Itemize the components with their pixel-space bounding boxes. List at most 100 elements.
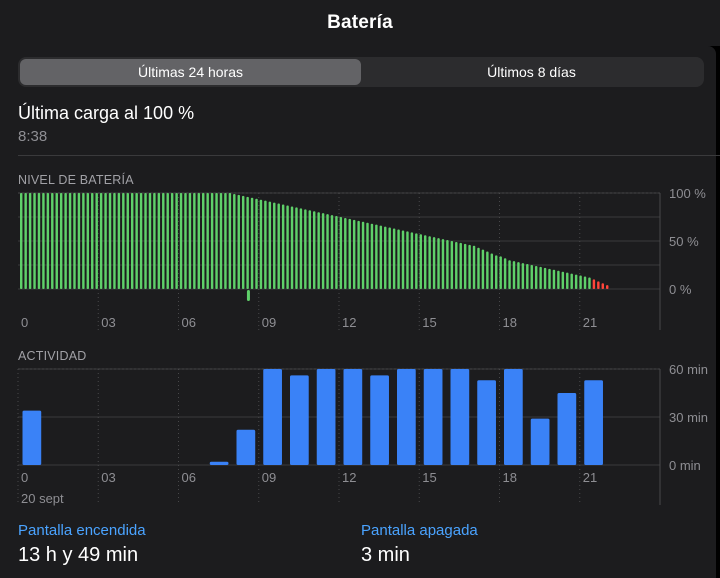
activity-date-label: 20 sept	[21, 491, 64, 506]
battery-bar	[370, 223, 374, 289]
battery-bar	[472, 245, 476, 289]
activity-bar	[477, 380, 496, 465]
battery-bar	[20, 193, 23, 289]
battery-bar	[277, 203, 280, 289]
battery-bar	[108, 193, 112, 289]
activity-bar	[290, 375, 309, 465]
battery-bar	[153, 193, 156, 289]
activity-x-tick-label: 0	[21, 470, 28, 485]
battery-bar	[250, 197, 254, 289]
battery-bar	[583, 276, 587, 289]
battery-bar	[490, 253, 494, 289]
battery-bar	[228, 193, 232, 289]
battery-bar	[508, 260, 511, 289]
battery-bar	[339, 217, 343, 289]
activity-bar	[316, 369, 336, 465]
battery-bar	[503, 258, 507, 289]
battery-bar	[68, 193, 72, 289]
battery-bar	[570, 273, 573, 289]
battery-bar	[237, 194, 240, 289]
battery-bar	[126, 193, 129, 289]
activity-x-tick-label: 15	[422, 470, 436, 485]
period-segmented-control[interactable]: Últimas 24 horas Últimos 8 días	[18, 57, 704, 87]
activity-x-tick-label: 18	[503, 470, 517, 485]
battery-bar	[219, 193, 223, 289]
battery-x-tick-label: 0	[21, 315, 28, 330]
battery-x-tick-label: 09	[262, 315, 276, 330]
battery-bar	[335, 216, 338, 289]
battery-bar	[592, 279, 596, 289]
battery-bar	[526, 264, 529, 289]
battery-bar	[179, 193, 183, 289]
battery-bar	[117, 193, 121, 289]
battery-bar	[51, 193, 54, 289]
battery-bar	[499, 256, 502, 289]
screen-off-value: 3 min	[361, 544, 410, 566]
battery-bar	[82, 193, 85, 289]
battery-bar	[188, 193, 192, 289]
activity-x-tick-label: 06	[182, 470, 196, 485]
activity-bar	[530, 418, 550, 465]
battery-bar	[130, 193, 134, 289]
tab-last-24-hours[interactable]: Últimas 24 horas	[20, 59, 361, 85]
battery-bar	[543, 267, 547, 289]
battery-bar	[432, 237, 436, 289]
battery-x-tick-label: 15	[422, 315, 436, 330]
battery-bar	[144, 193, 147, 289]
battery-x-tick-label: 18	[503, 315, 517, 330]
battery-bar	[450, 241, 454, 289]
screen-on-value: 13 h y 49 min	[18, 544, 139, 566]
battery-bar	[295, 207, 298, 289]
activity-bar	[450, 369, 470, 465]
battery-bar	[521, 263, 525, 289]
battery-bar	[534, 265, 538, 289]
activity-bar	[504, 369, 523, 465]
battery-bar	[64, 193, 67, 289]
battery-bar	[317, 212, 320, 289]
battery-bar	[415, 233, 418, 289]
battery-bar	[139, 193, 143, 289]
battery-bar	[281, 204, 285, 289]
divider	[18, 155, 720, 156]
battery-bar	[255, 198, 258, 289]
battery-bar	[122, 193, 125, 289]
battery-bar	[357, 220, 360, 289]
battery-bar	[299, 208, 303, 289]
battery-bar	[308, 210, 312, 289]
battery-bar	[441, 239, 445, 289]
activity-title: ACTIVIDAD	[18, 349, 87, 363]
battery-bar	[574, 274, 578, 289]
activity-y-tick-label: 30 min	[669, 410, 708, 425]
battery-bar	[397, 229, 400, 289]
battery-bar	[410, 232, 414, 289]
battery-bar	[348, 218, 351, 289]
battery-bar	[95, 193, 98, 289]
battery-x-tick-label: 03	[101, 315, 115, 330]
battery-x-tick-label: 06	[182, 315, 196, 330]
battery-bar	[77, 193, 81, 289]
battery-x-tick-label: 21	[583, 315, 597, 330]
battery-bar	[24, 193, 27, 289]
battery-bar	[233, 193, 236, 289]
activity-bar	[236, 429, 256, 465]
battery-bar	[59, 193, 63, 289]
battery-bar	[148, 193, 152, 289]
battery-bar	[326, 214, 329, 289]
activity-bar	[423, 369, 443, 465]
activity-x-tick-label: 09	[262, 470, 276, 485]
battery-bar	[197, 193, 201, 289]
battery-bar	[113, 193, 116, 289]
battery-bar	[384, 226, 387, 289]
activity-x-tick-label: 03	[101, 470, 115, 485]
activity-bar	[557, 393, 577, 465]
battery-bar	[588, 277, 591, 289]
activity-bar	[584, 380, 603, 465]
battery-bar	[406, 231, 409, 289]
activity-bar	[397, 369, 416, 465]
tab-last-8-days[interactable]: Últimos 8 días	[487, 64, 576, 80]
battery-bar	[566, 272, 569, 289]
battery-panel	[0, 46, 716, 578]
battery-bar	[463, 243, 467, 289]
activity-bar	[343, 369, 363, 465]
battery-bar	[459, 242, 462, 289]
